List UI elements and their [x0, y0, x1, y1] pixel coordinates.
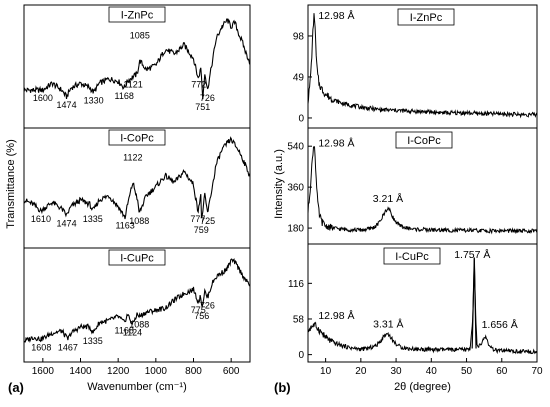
- sample-label: I-CuPc: [395, 251, 429, 263]
- x-tick-label: 20: [355, 366, 367, 377]
- y-tick-label: 116: [288, 279, 304, 290]
- band-annotation: 1335: [83, 214, 103, 224]
- sample-label: I-ZnPc: [121, 10, 154, 22]
- x-tick-label: 60: [496, 366, 508, 377]
- band-annotation: 1474: [57, 100, 77, 110]
- peak-annotation: 3.31 Å: [373, 318, 403, 331]
- x-tick-label: 1000: [145, 366, 168, 377]
- y-tick-label: 98: [293, 31, 305, 42]
- x-tick-label: 50: [461, 366, 473, 377]
- xrd-y-axis-title: Intensity (a.u.): [273, 149, 285, 219]
- band-annotation: 726: [200, 301, 215, 311]
- band-annotation: 1608: [31, 342, 51, 352]
- xrd-subplot-2: 180 360 540 I-CoPc 12.98 Å 3.21 Å: [287, 127, 538, 245]
- band-annotation: 1122: [123, 153, 142, 163]
- band-annotation: 1600: [33, 93, 53, 103]
- band-annotation: 775: [191, 305, 206, 315]
- peak-annotation: 3.21 Å: [373, 192, 403, 205]
- band-annotation: 1168: [115, 91, 134, 101]
- subplot-frame: [23, 127, 251, 249]
- band-annotation: 1335: [83, 336, 103, 346]
- band-annotation: 1467: [58, 342, 78, 352]
- ftir-y-axis-title: Transmittance (%): [5, 139, 17, 228]
- band-annotation: 1330: [84, 95, 104, 105]
- panel-b-xrd: 0 49 98 I-ZnPc 12.98 Å 180 360 540 I-CoPc 12.98 Å…: [273, 4, 543, 393]
- band-annotation: 1124: [123, 328, 142, 338]
- band-annotation: 772: [191, 80, 206, 90]
- peak-annotation: 12.98 Å: [318, 309, 354, 322]
- xrd-series-line: [307, 13, 538, 119]
- sample-label-box: [108, 249, 166, 266]
- band-annotation: 1088: [129, 216, 149, 226]
- xrd-series-line: [307, 146, 538, 235]
- band-annotation: 756: [194, 311, 209, 321]
- sample-label-box: [397, 8, 455, 26]
- x-tick-label: 40: [426, 366, 438, 377]
- x-tick-label: 70: [531, 366, 543, 377]
- sample-label-box: [108, 129, 166, 146]
- sample-label-box: [383, 247, 441, 265]
- x-tick-label: 600: [223, 366, 240, 377]
- xrd-series-line: [307, 258, 538, 355]
- ftir-series-line: [23, 136, 251, 220]
- subplot-frame: [23, 247, 251, 363]
- y-tick-label: 360: [287, 183, 304, 194]
- y-tick-label: 58: [293, 314, 305, 325]
- y-tick-label: 0: [298, 350, 304, 361]
- sample-label: I-CuPc: [120, 253, 154, 265]
- band-annotation: 751: [195, 102, 210, 112]
- subplot-frame: [307, 243, 538, 363]
- panel-b-label: (b): [274, 380, 291, 395]
- peak-annotation: 1.757 Å: [454, 248, 490, 261]
- y-tick-label: 540: [287, 142, 304, 153]
- y-tick-label: 180: [287, 224, 304, 235]
- xrd-x-axis: 10 20 30 40 50 60 70: [320, 358, 543, 377]
- sample-label: I-CoPc: [407, 135, 441, 147]
- band-annotation: 1088: [129, 319, 149, 329]
- band-annotation: 1610: [31, 214, 51, 224]
- band-annotation: 1085: [130, 30, 150, 40]
- xrd-x-axis-title: 2θ (degree): [394, 381, 451, 393]
- peak-annotation: 12.98 Å: [318, 9, 354, 22]
- band-annotation: 726: [200, 93, 215, 103]
- ftir-series-line: [23, 18, 251, 100]
- x-tick-label: 1400: [69, 366, 92, 377]
- peak-annotation: 1.656 Å: [482, 318, 518, 331]
- band-annotation: 1121: [123, 80, 142, 90]
- xrd-sharp-peak: [471, 257, 477, 349]
- ftir-x-axis: 1600 1400 1200 1000 800 600: [32, 358, 240, 377]
- sample-label: I-CoPc: [120, 133, 154, 145]
- band-annotation: 1474: [57, 218, 77, 228]
- y-tick-label: 49: [293, 72, 305, 83]
- x-tick-label: 30: [391, 366, 403, 377]
- ftir-x-axis-title: Wavenumber (cm⁻¹): [87, 381, 187, 393]
- band-annotation: 759: [194, 225, 209, 235]
- xrd-subplot-3: 0 58 116 I-CuPc 12.98 Å 3.31 Å 1.757 Å 1.656 Å: [288, 243, 538, 363]
- panel-a-label: (a): [8, 380, 24, 395]
- x-tick-label: 1600: [32, 366, 55, 377]
- sample-label-box: [395, 131, 453, 149]
- x-tick-label: 1200: [107, 366, 130, 377]
- band-annotation: 777: [190, 214, 205, 224]
- x-tick-label: 800: [185, 366, 202, 377]
- xrd-subplot-1: 0 49 98 I-ZnPc 12.98 Å: [293, 4, 538, 129]
- sample-label: I-ZnPc: [410, 12, 443, 24]
- ftir-series-line: [23, 258, 251, 343]
- band-annotation: 1163: [115, 221, 134, 231]
- band-annotation: 1168: [115, 326, 134, 336]
- sample-label-box: [108, 6, 166, 23]
- y-tick-label: 0: [298, 113, 304, 124]
- band-annotation: 725: [200, 216, 215, 226]
- x-tick-label: 10: [320, 366, 332, 377]
- peak-annotation: 12.98 Å: [318, 136, 354, 149]
